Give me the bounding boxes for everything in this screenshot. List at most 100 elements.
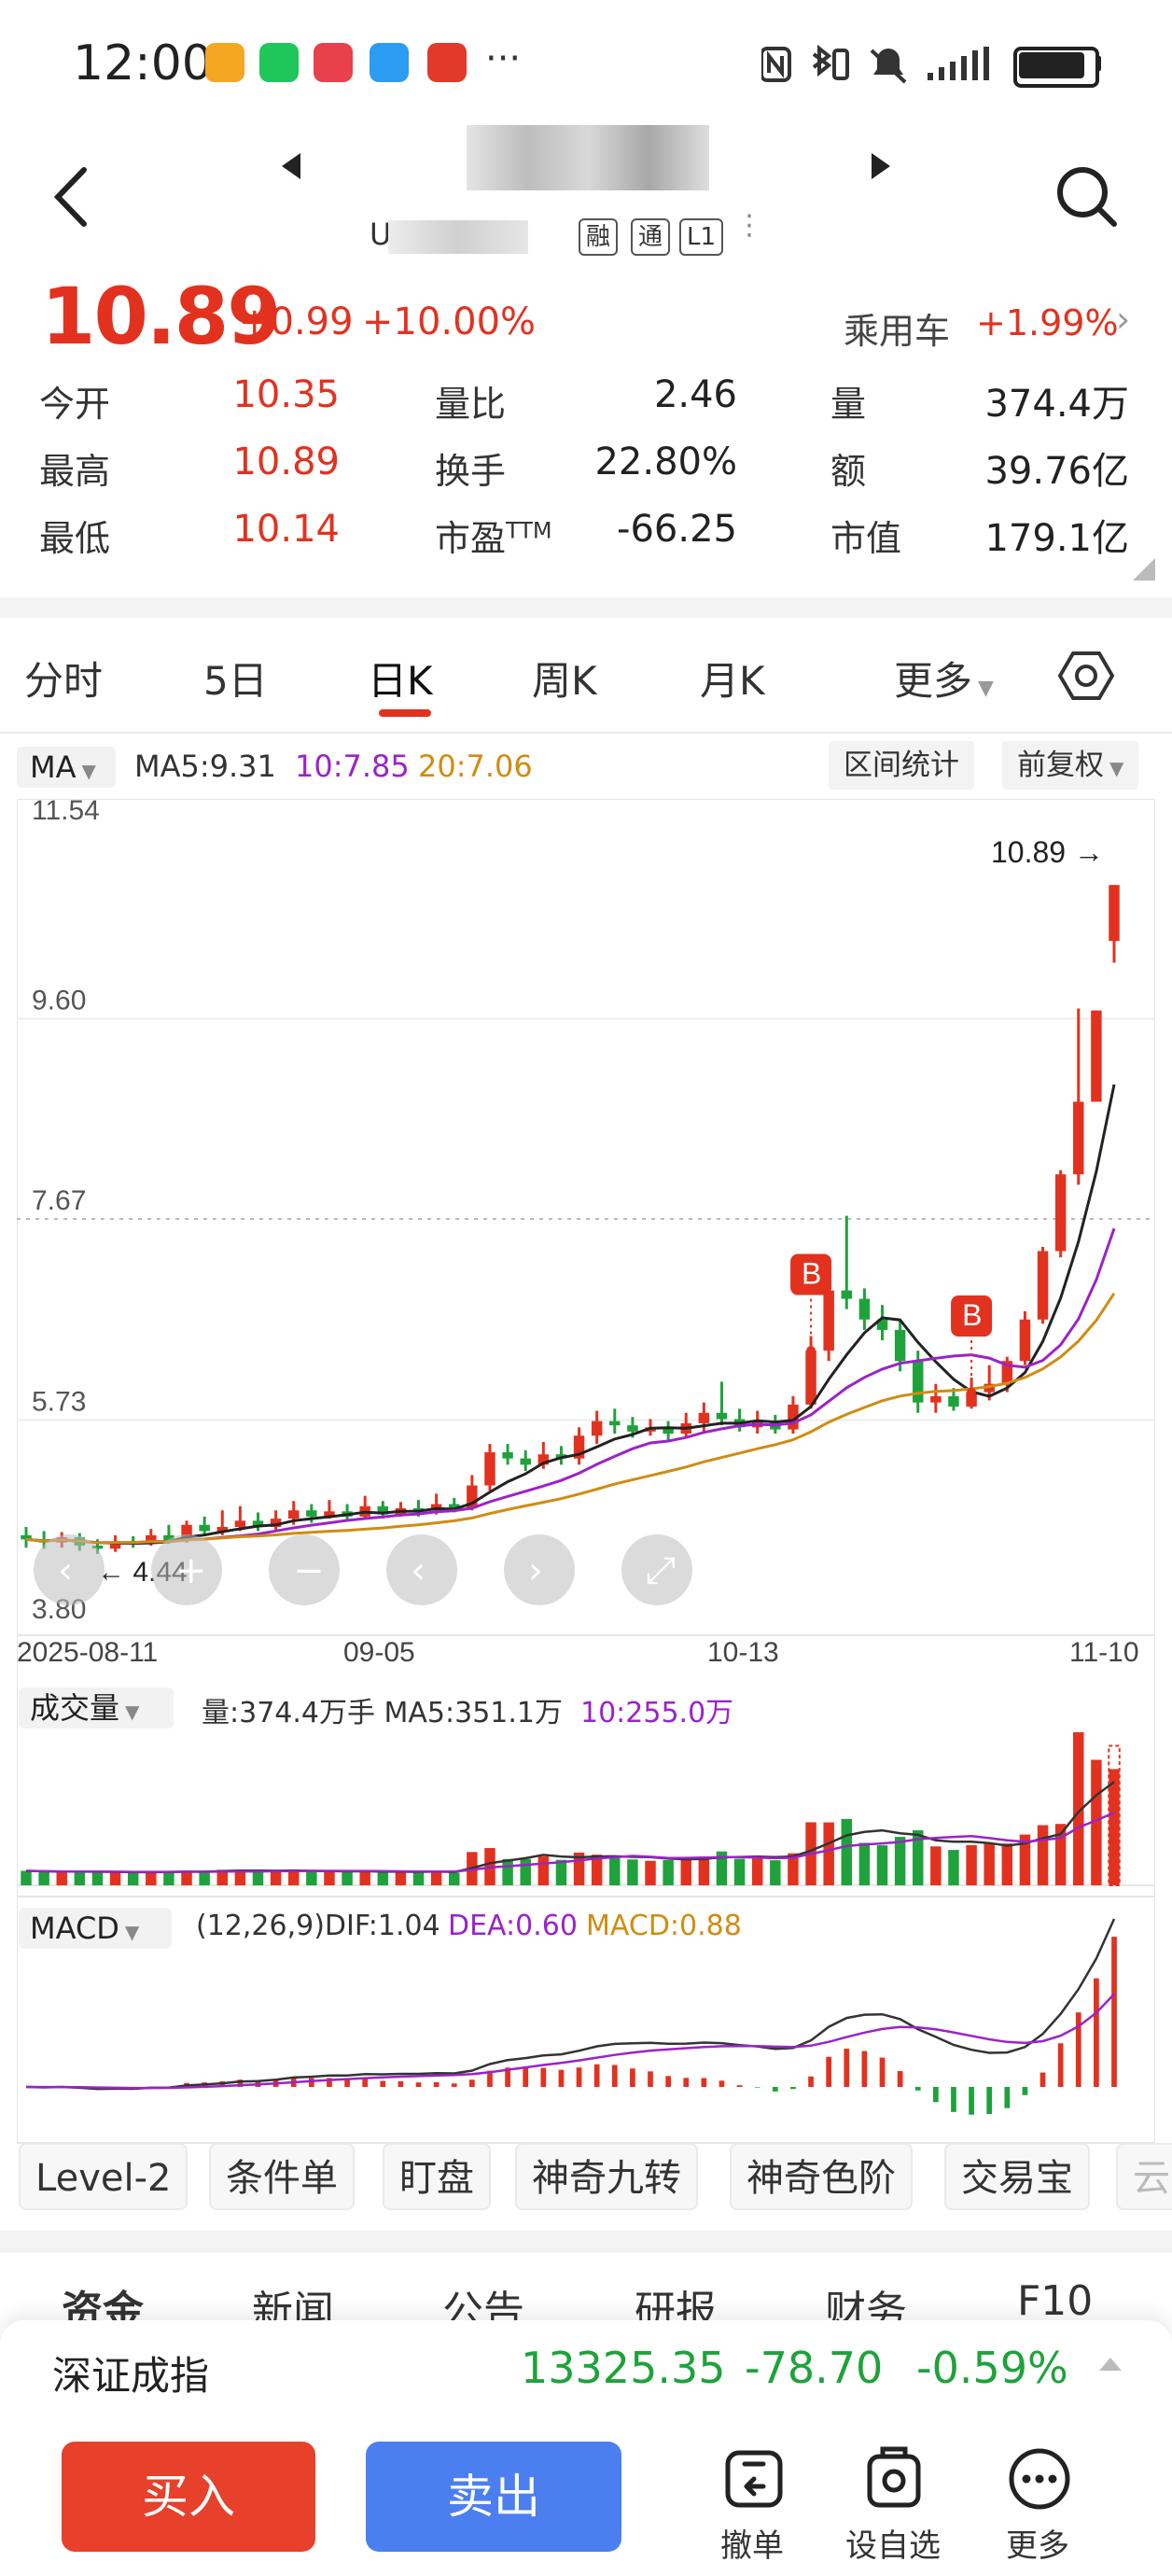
buy-button[interactable]: 买入: [62, 2442, 315, 2552]
candle-body: [1037, 1251, 1049, 1320]
candle-body: [823, 1290, 834, 1351]
sector-change[interactable]: +1.99%: [976, 302, 1119, 343]
chevron-right-icon[interactable]: ›: [1116, 299, 1131, 340]
tab-more[interactable]: 更多 ▼: [894, 650, 994, 707]
adjust-selector[interactable]: 前复权 ▼: [1002, 741, 1139, 790]
ma-selector[interactable]: MA ▼: [17, 747, 116, 788]
volume-bar: [1019, 1834, 1031, 1885]
candle-body: [805, 1351, 816, 1405]
b-marker: [790, 1253, 832, 1295]
chevron-down-icon: ▼: [1109, 757, 1124, 779]
candle-body: [163, 1534, 174, 1541]
price-change-pct: +10.00%: [362, 301, 537, 343]
candle-body: [663, 1427, 674, 1434]
candle-body: [502, 1452, 513, 1459]
hexagon-settings-icon[interactable]: [1058, 648, 1114, 704]
b-marker: [951, 1295, 993, 1337]
more-label[interactable]: 更多: [1006, 2527, 1069, 2565]
candle-body: [1019, 1319, 1031, 1362]
tab-intraday[interactable]: 分时: [24, 658, 104, 704]
tool-more-partial[interactable]: 云: [1116, 2143, 1172, 2210]
candle-body: [430, 1504, 442, 1511]
zoom-in-button[interactable]: +: [151, 1534, 222, 1605]
tab-monthly-k[interactable]: 月K: [700, 658, 765, 704]
last-price-label: 10.89 →: [991, 835, 1104, 869]
volume-bar: [1037, 1825, 1049, 1885]
tool-level2[interactable]: Level-2: [19, 2143, 188, 2210]
candle-body: [930, 1396, 942, 1403]
next-stock-button[interactable]: [868, 151, 894, 189]
search-button[interactable]: [1054, 164, 1120, 230]
stock-code-prefix: U: [370, 217, 392, 252]
undo-order-label[interactable]: 撤单: [720, 2527, 784, 2565]
add-watchlist-icon[interactable]: [860, 2445, 928, 2513]
book-app-icon: [427, 43, 467, 82]
date-axis-label: 10-13: [707, 1637, 779, 1668]
chevron-down-icon: ▼: [124, 1921, 140, 1943]
adjust-label: 前复权: [1017, 749, 1104, 782]
volume-bar: [823, 1822, 834, 1885]
index-name[interactable]: 深证成指: [52, 2353, 210, 2399]
signal-icon: [928, 47, 989, 80]
tool-magic-color[interactable]: 神奇色阶: [730, 2143, 913, 2210]
volume-bar: [733, 1858, 746, 1885]
triangle-right-icon: [872, 153, 890, 179]
prev-stock-button[interactable]: [278, 151, 304, 189]
undo-order-icon[interactable]: [720, 2445, 788, 2513]
more-tags-icon[interactable]: ⋮: [735, 209, 763, 242]
chevron-down-icon: ▼: [978, 677, 994, 700]
candle-body: [591, 1421, 603, 1436]
tool-magic-nine[interactable]: 神奇九转: [515, 2143, 698, 2210]
candle-body: [1054, 1174, 1067, 1252]
scroll-right-button[interactable]: ›: [504, 1534, 575, 1605]
macd-selector[interactable]: MACD ▼: [19, 1908, 172, 1949]
tool-trade-treasure[interactable]: 交易宝: [944, 2143, 1090, 2210]
candle-body: [270, 1519, 282, 1527]
macd-dea-line: [25, 1993, 1115, 2090]
volume-bar: [663, 1860, 674, 1885]
sector-name[interactable]: 乘用车: [844, 311, 951, 352]
tool-watch[interactable]: 盯盘: [383, 2143, 491, 2210]
candle-body: [199, 1524, 210, 1532]
svg-text:›: ›: [528, 1549, 543, 1592]
macd-value: MACD:0.88: [586, 1910, 742, 1942]
tab-daily-k[interactable]: 日K: [368, 658, 433, 704]
expand-corner-icon[interactable]: [1133, 558, 1155, 581]
volume-bar: [555, 1859, 567, 1885]
volume-bar: [894, 1837, 906, 1885]
zoom-out-button[interactable]: −: [269, 1534, 340, 1605]
candle-body: [948, 1396, 959, 1407]
expand-up-icon[interactable]: [1099, 2358, 1122, 2371]
back-button[interactable]: [47, 164, 99, 230]
sell-button[interactable]: 卖出: [366, 2442, 621, 2552]
volume-bar: [146, 1871, 157, 1885]
ma10-value: 10:7.85: [295, 749, 410, 784]
tag-margin: 融: [579, 218, 619, 256]
volume-selector[interactable]: 成交量 ▼: [19, 1687, 174, 1729]
volume-bar: [91, 1872, 104, 1885]
more-dots-icon[interactable]: [1006, 2445, 1073, 2513]
volume-bar: [21, 1870, 32, 1885]
tab-5day[interactable]: 5日: [203, 658, 268, 704]
candle-body: [216, 1527, 228, 1532]
scroll-left-button[interactable]: ‹: [386, 1534, 457, 1605]
volume-ma10: 10:255.0万: [580, 1697, 734, 1729]
add-watchlist-label[interactable]: 设自选: [845, 2527, 941, 2565]
tab-f10[interactable]: F10: [1017, 2277, 1094, 2325]
candle-body: [788, 1404, 799, 1430]
prev-page-button[interactable]: ‹: [34, 1534, 105, 1605]
candle-body: [467, 1485, 478, 1508]
price-axis-label: 7.67: [32, 1185, 86, 1216]
tab-weekly-k[interactable]: 周K: [532, 658, 597, 704]
volume-bar: [537, 1856, 550, 1885]
b-marker-dot: [967, 1387, 977, 1397]
nfc-icon: [761, 47, 791, 82]
volume-bar: [127, 1872, 139, 1885]
tab-more-label: 更多: [894, 658, 973, 704]
candle-body: [537, 1454, 550, 1465]
volume-bar: [270, 1870, 282, 1885]
fullscreen-button[interactable]: ⤢: [621, 1534, 692, 1605]
tool-condition-order[interactable]: 条件单: [209, 2143, 355, 2210]
range-stats-button[interactable]: 区间统计: [829, 741, 974, 790]
